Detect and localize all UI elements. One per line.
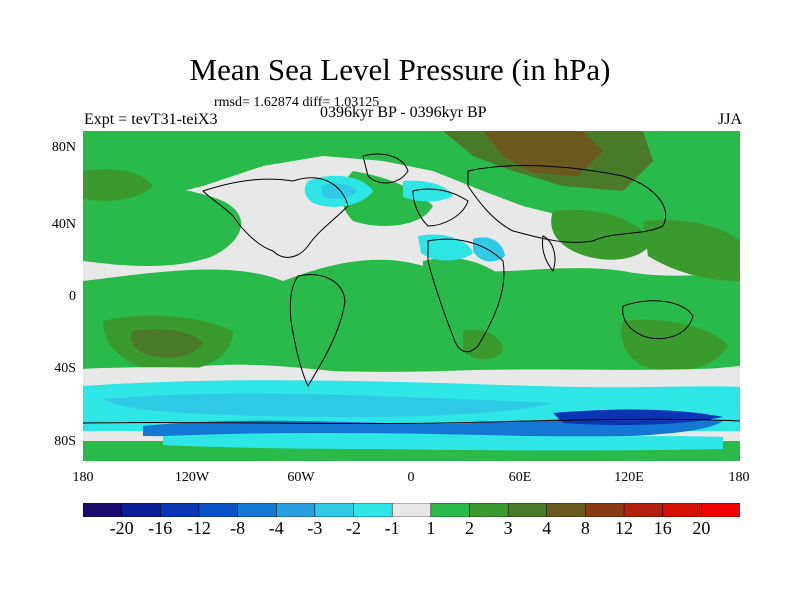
colorbar-label-12: 8 — [580, 518, 590, 538]
colorbar-label-0: -20 — [109, 518, 134, 538]
colorbar-swatch-12 — [546, 503, 587, 517]
region-iceland-low — [403, 180, 453, 202]
region-north-atlantic-low-core — [321, 183, 357, 199]
lat-label-40n: 40N — [51, 217, 76, 232]
pressure-map — [83, 131, 740, 461]
region-arctic-brown — [483, 131, 603, 176]
colorbar-swatch-11 — [507, 503, 548, 517]
colorbar-label-1: -16 — [148, 518, 173, 538]
colorbar-swatch-5 — [275, 503, 316, 517]
coast-antarctica — [83, 418, 740, 425]
lon-label-180e: 180 — [728, 470, 750, 485]
colorbar-label-7: -1 — [384, 518, 400, 538]
coast-india — [542, 235, 556, 273]
colorbar-swatch-3 — [198, 503, 239, 517]
region-africa-green — [423, 257, 524, 366]
colorbar-label-3: -8 — [230, 518, 246, 538]
region-pacific-olive — [643, 219, 740, 281]
colorbar-label-2: -12 — [186, 518, 211, 538]
chart-title: Mean Sea Level Pressure (in hPa) — [189, 52, 611, 87]
region-antarctic-cyan-lower — [163, 432, 723, 451]
colorbar-label-15: 20 — [692, 518, 711, 538]
experiment-label: Expt = tevT31-teiX3 — [84, 111, 218, 128]
colorbar-swatch-0 — [83, 503, 123, 517]
region-south-pacific-dark — [130, 329, 203, 358]
lat-label-40s: 40S — [54, 361, 76, 376]
lon-label-0: 0 — [407, 470, 415, 485]
lat-label-80n: 80N — [51, 140, 76, 155]
colorbar-swatch-9 — [430, 503, 471, 517]
region-east-asia-olive — [551, 209, 653, 260]
lon-label-120e: 120E — [614, 470, 644, 485]
coast-australia — [622, 300, 694, 340]
coast-africa — [427, 238, 505, 353]
colorbar-swatch-10 — [469, 503, 509, 517]
colorbar-label-5: -3 — [307, 518, 323, 538]
coast-south-america — [289, 274, 346, 388]
lon-label-60e: 60E — [508, 470, 532, 485]
colorbar-swatch-2 — [160, 503, 200, 517]
coast-asia — [467, 165, 667, 243]
coast-europe — [412, 188, 469, 227]
lon-label-60w: 60W — [287, 470, 315, 485]
season-label: JJA — [717, 111, 742, 128]
coast-north-america — [202, 177, 349, 258]
colorbar — [83, 503, 740, 517]
colorbar-label-9: 2 — [464, 518, 474, 538]
colorbar-swatch-13 — [585, 503, 625, 517]
period-label: 0396kyr BP - 0396kyr BP — [320, 104, 487, 121]
lon-label-120w: 120W — [174, 470, 210, 485]
lat-label-80s: 80S — [54, 434, 76, 449]
colorbar-swatch-7 — [353, 503, 393, 517]
colorbar-swatch-16 — [701, 503, 740, 517]
colorbar-label-11: 4 — [542, 518, 552, 538]
region-west-africa-olive — [463, 329, 503, 360]
coast-greenland — [362, 153, 409, 184]
colorbar-label-4: -4 — [268, 518, 284, 538]
colorbar-label-6: -2 — [346, 518, 362, 538]
colorbar-label-10: 3 — [503, 518, 513, 538]
colorbar-swatch-8 — [391, 503, 432, 517]
colorbar-swatch-1 — [121, 503, 162, 517]
region-indian-olive — [621, 319, 728, 371]
region-tropical-green — [83, 259, 740, 378]
region-antarctic-dark — [553, 409, 723, 425]
lat-label-0: 0 — [69, 289, 76, 304]
lon-label-180w: 180 — [72, 470, 94, 485]
colorbar-swatch-15 — [662, 503, 703, 517]
stats-line: rmsd= 1.62874 diff= 1.03125 — [214, 95, 380, 110]
region-mediterranean-low — [418, 234, 473, 261]
region-southern-ocean-light — [103, 393, 553, 418]
colorbar-label-14: 16 — [653, 518, 672, 538]
colorbar-swatch-6 — [314, 503, 355, 517]
region-north-pacific-green — [83, 186, 242, 266]
colorbar-swatch-14 — [623, 503, 664, 517]
colorbar-label-8: 1 — [426, 518, 436, 538]
coastlines — [83, 153, 740, 425]
region-north-america-olive — [83, 169, 153, 201]
colorbar-swatch-4 — [237, 503, 277, 517]
colorbar-label-13: 12 — [615, 518, 634, 538]
